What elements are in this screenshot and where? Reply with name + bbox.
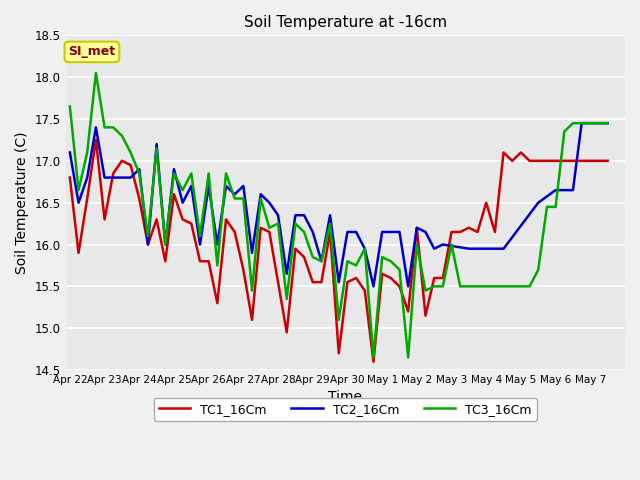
TC2_16Cm	[317, 258, 325, 264]
X-axis label: Time: Time	[328, 390, 362, 405]
TC1_16Cm	[222, 216, 230, 222]
TC3_16Cm	[344, 258, 351, 264]
TC2_16Cm	[66, 150, 74, 156]
TC2_16Cm	[387, 229, 395, 235]
TC1_16Cm	[604, 158, 611, 164]
TC1_16Cm	[456, 229, 464, 235]
Line: TC2_16Cm: TC2_16Cm	[70, 123, 607, 287]
TC2_16Cm	[370, 284, 378, 289]
Legend: TC1_16Cm, TC2_16Cm, TC3_16Cm: TC1_16Cm, TC2_16Cm, TC3_16Cm	[154, 397, 537, 420]
TC1_16Cm	[326, 229, 334, 235]
TC1_16Cm	[66, 175, 74, 180]
TC3_16Cm	[595, 120, 603, 126]
TC3_16Cm	[456, 284, 464, 289]
Line: TC1_16Cm: TC1_16Cm	[70, 140, 607, 361]
TC2_16Cm	[344, 229, 351, 235]
TC3_16Cm	[222, 170, 230, 176]
TC2_16Cm	[144, 241, 152, 247]
Line: TC3_16Cm: TC3_16Cm	[70, 73, 607, 358]
TC2_16Cm	[604, 120, 611, 126]
TC2_16Cm	[578, 120, 586, 126]
TC3_16Cm	[66, 104, 74, 109]
TC1_16Cm	[370, 359, 378, 364]
TC1_16Cm	[239, 267, 247, 273]
Y-axis label: Soil Temperature (C): Soil Temperature (C)	[15, 132, 29, 274]
TC1_16Cm	[92, 137, 100, 143]
TC2_16Cm	[239, 183, 247, 189]
TC3_16Cm	[239, 196, 247, 202]
TC2_16Cm	[335, 279, 342, 285]
TC3_16Cm	[92, 70, 100, 76]
Title: Soil Temperature at -16cm: Soil Temperature at -16cm	[244, 15, 447, 30]
Text: SI_met: SI_met	[68, 46, 115, 59]
TC1_16Cm	[344, 279, 351, 285]
TC3_16Cm	[370, 355, 378, 360]
TC3_16Cm	[604, 120, 611, 126]
TC3_16Cm	[326, 221, 334, 227]
TC1_16Cm	[595, 158, 603, 164]
